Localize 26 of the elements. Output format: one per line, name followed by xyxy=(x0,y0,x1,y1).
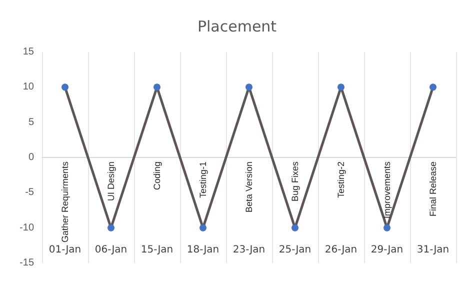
annotation: UI Design xyxy=(106,162,116,202)
y-tick-label: 15 xyxy=(22,46,34,58)
y-tick-label: -5 xyxy=(25,187,34,198)
y-tick-label: 0 xyxy=(28,152,34,163)
y-tick-label: 5 xyxy=(28,116,34,128)
x-tick-label: 23-Jan xyxy=(232,244,266,256)
annotation: Final Release xyxy=(428,162,438,217)
chart-title: Placement xyxy=(197,18,277,36)
x-tick-label: 01-Jan xyxy=(48,244,82,256)
x-tick-label: 18-Jan xyxy=(186,244,220,256)
annotation: Testing-2 xyxy=(336,162,346,198)
x-tick-label: 25-Jan xyxy=(278,244,312,256)
annotation: Gather Requirments xyxy=(60,161,70,243)
x-tick-label: 31-Jan xyxy=(416,244,450,256)
x-tick-label: 26-Jan xyxy=(324,244,358,256)
x-tick-label: 06-Jan xyxy=(94,244,128,256)
x-tick-label: 29-Jan xyxy=(370,244,404,256)
y-tick-label: -15 xyxy=(20,258,34,268)
annotation: Testing-1 xyxy=(198,162,208,198)
annotation: Bug Fixes xyxy=(290,161,300,202)
x-tick-label: 15-Jan xyxy=(140,244,174,256)
annotation: Coding xyxy=(152,162,162,190)
annotation: Beta Version xyxy=(244,162,254,213)
y-tick-label: 10 xyxy=(22,82,34,93)
y-tick-label: -10 xyxy=(20,222,34,234)
annotation: Improvements xyxy=(382,161,392,219)
